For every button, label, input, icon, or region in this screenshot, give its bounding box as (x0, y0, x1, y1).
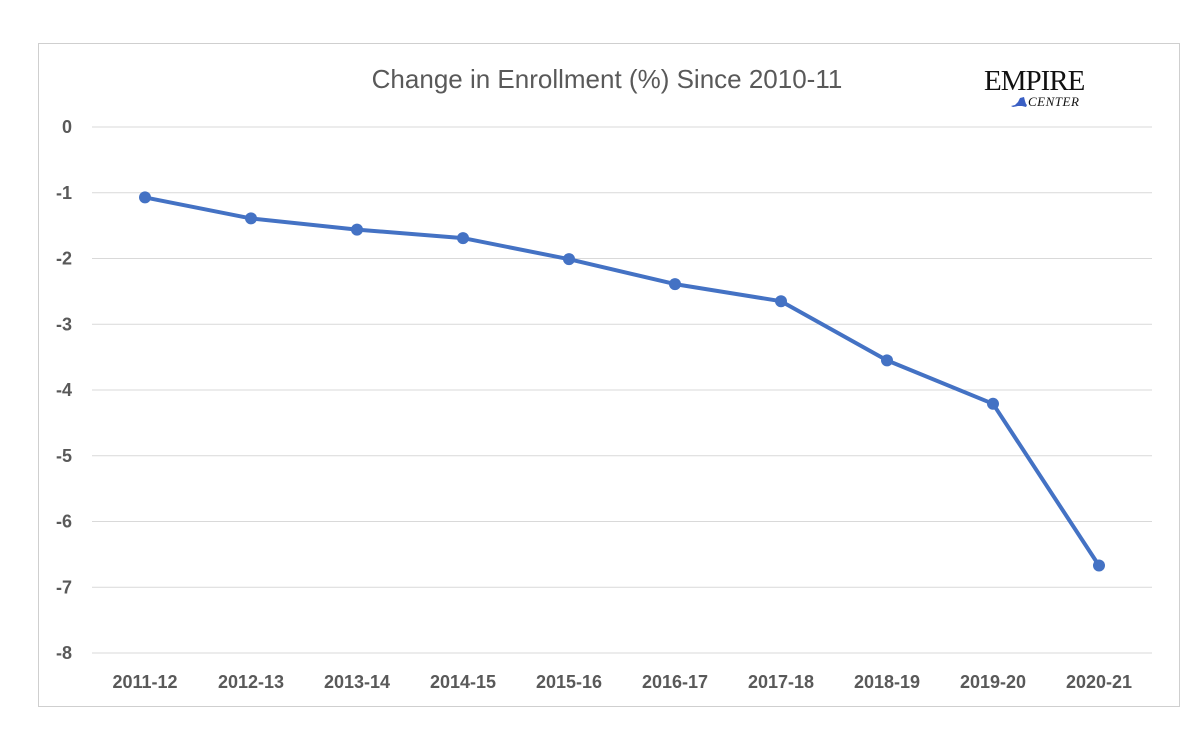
x-tick-label: 2017-18 (748, 672, 814, 692)
new-york-state-icon (1011, 97, 1027, 107)
data-point (457, 232, 469, 245)
y-tick-label: -8 (56, 643, 72, 663)
x-tick-label: 2013-14 (324, 672, 390, 692)
gridlines (92, 126, 1152, 654)
x-tick-label: 2020-21 (1066, 672, 1132, 692)
y-tick-label: -2 (56, 249, 72, 269)
data-point (775, 295, 787, 308)
logo-subtitle: CENTER (1028, 94, 1080, 109)
y-tick-label: -1 (56, 183, 72, 203)
logo-wordmark: EMPIRE (984, 65, 1085, 97)
x-tick-label: 2014-15 (430, 672, 496, 692)
x-axis-tick-labels: 2011-12 2012-13 2013-14 2014-15 2015-16 2016-… (112, 672, 1132, 692)
data-point (669, 278, 681, 291)
series-lines (143, 195, 1101, 568)
x-tick-label: 2012-13 (218, 672, 284, 692)
y-tick-label: -3 (56, 314, 72, 334)
x-tick-label: 2016-17 (642, 672, 708, 692)
x-tick-label: 2018-19 (854, 672, 920, 692)
series-line (143, 195, 1101, 568)
y-tick-label: -5 (56, 446, 72, 466)
series-points (139, 191, 1105, 572)
x-tick-label: 2011-12 (112, 672, 177, 692)
y-tick-label: 0 (62, 117, 72, 137)
data-point (881, 354, 893, 367)
x-tick-label: 2015-16 (536, 672, 602, 692)
data-point (563, 253, 575, 266)
empire-center-logo: EMPIRE CENTER (984, 66, 1094, 114)
x-tick-label: 2019-20 (960, 672, 1026, 692)
chart-frame (38, 43, 1180, 707)
data-point (245, 212, 257, 225)
y-tick-label: -4 (56, 380, 72, 400)
data-point (351, 223, 363, 236)
y-tick-label: -7 (56, 577, 72, 597)
y-tick-label: -6 (56, 512, 72, 532)
data-point (987, 397, 999, 410)
data-point (139, 191, 151, 204)
chart-title: Change in Enrollment (%) Since 2010-11 (371, 64, 843, 94)
y-axis-tick-labels: 0 -1 -2 -3 -4 -5 -6 -7 -8 (56, 117, 72, 663)
data-point (1093, 559, 1105, 572)
